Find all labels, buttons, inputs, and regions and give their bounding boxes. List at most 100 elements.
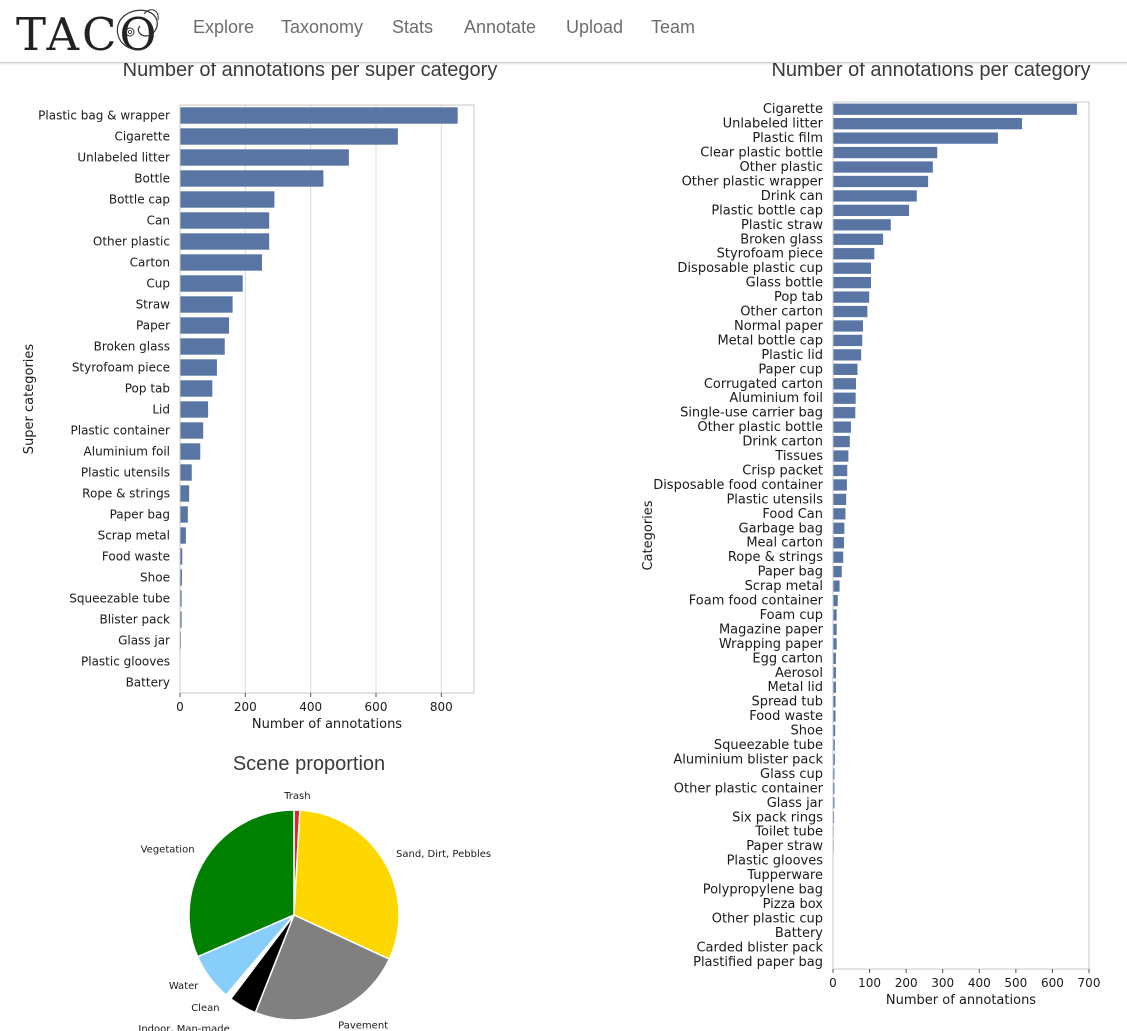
bar [833,233,884,245]
category-label: Tupperware [746,868,823,883]
category-label: Single-use carrier bag [680,406,823,421]
nav-taxonomy[interactable]: Taxonomy [281,17,364,37]
category-label: Wrapping paper [719,637,824,652]
x-tick-label: 300 [931,976,954,990]
category-label: Rope & strings [728,550,823,565]
plot-frame [832,101,1090,970]
category-label: Foam cup [760,608,823,623]
bar [180,443,201,460]
bar [180,128,398,145]
bar [833,146,938,159]
bar [833,161,933,173]
bar [833,103,1077,115]
bar [833,118,1023,130]
bar [180,569,182,586]
category-label: Lid [152,403,170,417]
category-label: Paper [136,319,170,333]
nav-team[interactable]: Team [651,17,696,37]
category-label: Other carton [740,305,823,320]
y-axis-label: Categories [641,500,656,570]
category-label: Toilet tube [754,825,823,840]
bar [833,219,891,231]
bar [180,338,225,355]
bar [833,594,838,607]
x-axis-label: Number of annotations [886,993,1036,1008]
category-label: Garbage bag [739,521,823,536]
category-label: Corrugated carton [704,377,823,392]
x-tick-label: 800 [430,700,453,714]
super-category-chart-title: Number of annotations per super category [122,59,498,81]
category-label: Aluminium foil [84,445,170,459]
category-label: Plastic straw [741,218,823,233]
category-label: Polypropylene bag [703,883,823,898]
bar [833,565,842,578]
category-label: Food Can [762,507,823,522]
category-label: Unlabeled litter [723,117,824,132]
bar [833,435,850,448]
category-label: Plastified paper bag [693,955,823,970]
bar [180,506,188,523]
category-label: Glass cup [760,767,823,782]
x-tick-label: 600 [1041,976,1064,990]
category-label: Pop tab [125,382,170,396]
pie-label: Water [169,981,199,992]
bar [833,363,858,375]
bar [833,305,868,318]
navbar: TACO Explore Taxonomy Stats Annotate Upl… [0,0,1127,63]
bar [833,190,917,202]
category-chart-title: Number of annotations per category [771,59,1091,81]
bar [180,401,209,418]
bar [833,580,840,592]
category-label: Broken glass [740,232,823,247]
bar [833,667,836,679]
category-label: Glass jar [767,796,824,811]
super-category-bar-chart: Plastic bag & wrapper Cigarette Unlabeled … [22,104,475,732]
category-label: Tissues [774,449,823,464]
bar [833,175,929,188]
category-label: Bottle cap [109,193,170,207]
bar [180,191,275,208]
category-label: Plastic lid [761,348,823,363]
bar [180,170,324,187]
nav-stats[interactable]: Stats [392,17,434,37]
category-label: Plastic container [71,424,171,438]
nav-annotate[interactable]: Annotate [464,17,537,37]
category-label: Disposable plastic cup [677,261,823,276]
category-label: Blister pack [99,613,170,627]
pie-slice [188,809,295,958]
nav-explore[interactable]: Explore [193,17,255,37]
bar [833,464,848,477]
category-label: Shoe [140,571,170,585]
category-label: Plastic utensils [81,466,170,480]
bar [833,349,862,361]
scene-chart-title: Scene proportion [232,753,386,775]
category-label: Straw [136,298,171,312]
bar [833,696,836,708]
pie-label: Trash [283,791,310,802]
y-axis-label: Super categories [22,344,37,455]
scene-pie-chart: Trash Sand, Dirt, Pebbles Pavement Indoor, … [138,791,491,1031]
nav-upload[interactable]: Upload [566,17,624,37]
bar [833,276,872,289]
bar [833,320,863,332]
pie-label: Clean [191,1003,219,1014]
category-label: Plastic glooves [727,854,824,869]
bar [833,811,835,823]
category-label: Squeezable tube [714,738,823,753]
x-tick-label: 100 [858,976,881,990]
x-tick-label: 0 [829,976,837,990]
category-label: Foam food container [689,594,824,609]
category-label: Cigarette [114,130,170,144]
x-tick-label: 600 [365,700,388,714]
category-label: Plastic bag & wrapper [38,109,170,123]
bar [833,262,872,274]
category-label: Plastic utensils [726,492,823,507]
category-label: Battery [775,926,823,941]
bar [833,681,836,693]
category-label: Plastic glooves [81,655,170,669]
bar [833,710,836,722]
category-label: Other plastic wrapper [682,174,824,189]
category-label: Other plastic container [674,781,824,796]
bar [180,485,190,502]
category-label: Paper bag [758,565,823,580]
